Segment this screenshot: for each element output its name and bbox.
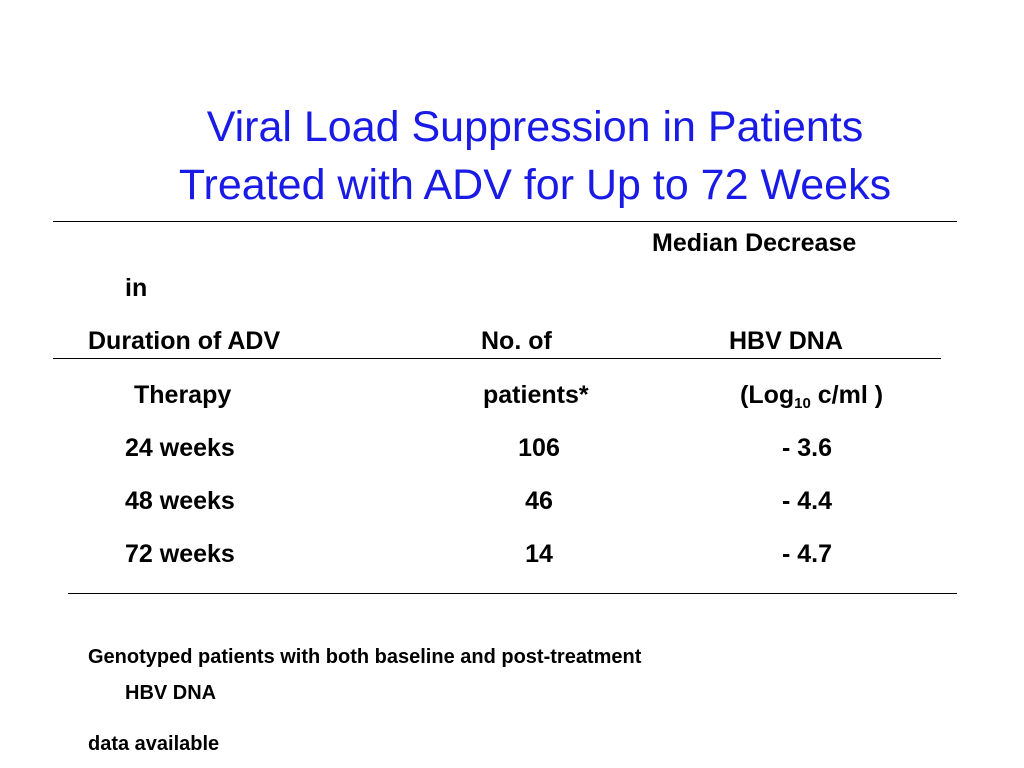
header-therapy: Therapy bbox=[134, 381, 232, 409]
row-2-decrease: - 4.4 bbox=[781, 487, 833, 515]
row-3-patients: 14 bbox=[525, 540, 553, 568]
footnote-line-3: data available bbox=[88, 733, 220, 755]
header-log-subscript: 10 bbox=[794, 395, 811, 412]
table-top-rule bbox=[53, 221, 957, 222]
slide-title-line-2: Treated with ADV for Up to 72 Weeks bbox=[178, 161, 892, 209]
header-num-patients: No. of bbox=[481, 327, 552, 355]
header-log-suffix: c/ml ) bbox=[810, 381, 884, 409]
row-1-decrease: - 3.6 bbox=[781, 434, 833, 462]
row-1-patients: 106 bbox=[518, 434, 560, 462]
header-log-units: (Log10 c/ml ) bbox=[740, 380, 884, 412]
table-bottom-rule bbox=[68, 593, 957, 594]
slide-title-line-1: Viral Load Suppression in Patients bbox=[206, 103, 864, 151]
footnote-line-1: Genotyped patients with both baseline an… bbox=[88, 646, 642, 668]
header-hbv-dna: HBV DNA bbox=[729, 327, 843, 355]
header-median-decrease-wrap: in bbox=[125, 274, 148, 302]
slide-title: Viral Load Suppression in Patients Treat… bbox=[60, 98, 1010, 214]
header-duration: Duration of ADV bbox=[88, 327, 281, 355]
row-2-duration: 48 weeks bbox=[125, 487, 235, 515]
row-3-decrease: - 4.7 bbox=[781, 540, 833, 568]
footnote-line-2: HBV DNA bbox=[125, 682, 217, 704]
row-3-duration: 72 weeks bbox=[125, 540, 235, 568]
row-2-patients: 46 bbox=[525, 487, 553, 515]
header-patients: patients* bbox=[483, 381, 589, 409]
header-median-decrease: Median Decrease bbox=[652, 229, 857, 257]
header-log-prefix: (Log bbox=[740, 381, 795, 409]
header-rule bbox=[53, 358, 941, 359]
row-1-duration: 24 weeks bbox=[125, 434, 235, 462]
